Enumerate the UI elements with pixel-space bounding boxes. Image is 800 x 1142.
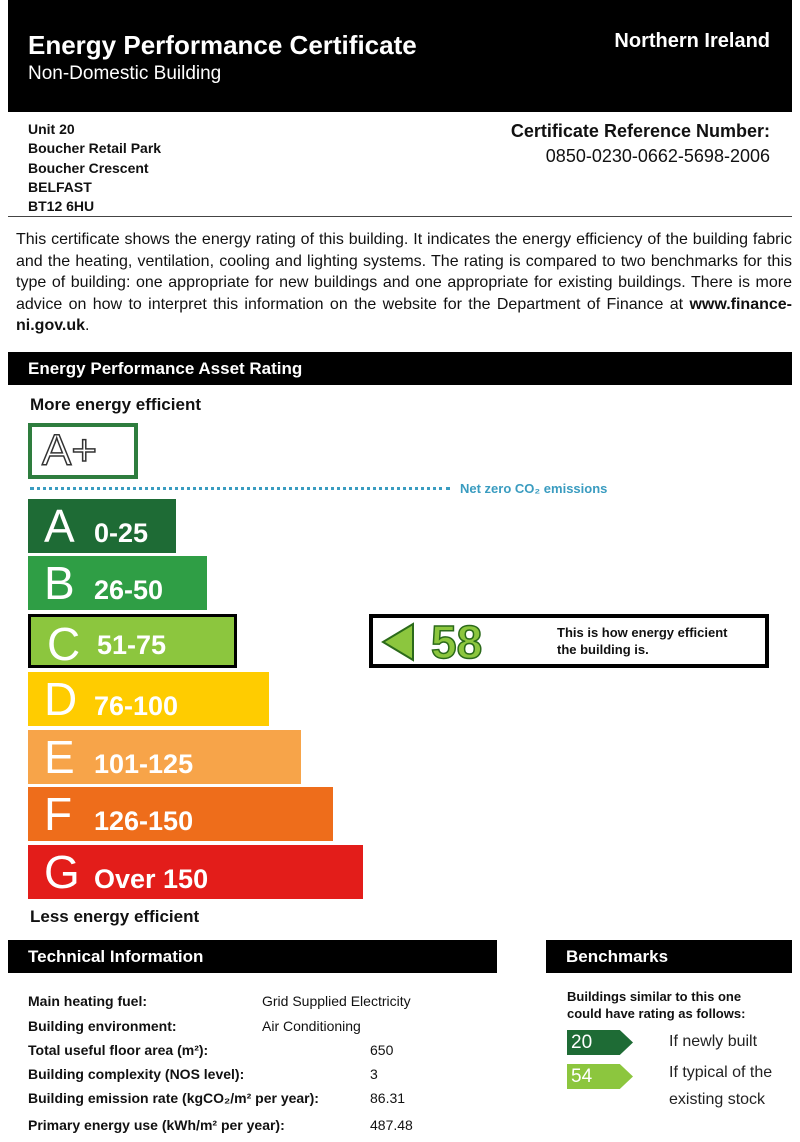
aplus-label: A+ <box>41 426 98 476</box>
band-range: 101-125 <box>94 749 194 779</box>
benchmark-new-label: If newly built <box>669 1033 758 1050</box>
benchmark-existing-label: If typical of the existing stock <box>669 1059 772 1113</box>
cert-ref-label: Certificate Reference Number: <box>510 121 770 141</box>
band-aplus: A+ <box>28 423 138 479</box>
less-efficient-label: Less energy efficient <box>30 907 200 926</box>
tech-value: Air Conditioning <box>262 1018 361 1034</box>
current-rating-indicator: 58 This is how energy efficient the build… <box>369 614 769 669</box>
rating-caption: This is how energy efficient the building… <box>557 624 727 658</box>
rating-section-header: Energy Performance Asset Rating <box>8 352 792 385</box>
band-letter: G <box>44 846 80 898</box>
address-line: Unit 20 <box>28 121 75 137</box>
band-range: 126-150 <box>94 806 194 836</box>
band-range: 76-100 <box>94 691 179 721</box>
net-zero-line <box>30 487 450 490</box>
more-efficient-label: More energy efficient <box>30 395 201 414</box>
band-e: E 101-125 <box>28 730 301 784</box>
address-block: Unit 20 Boucher Retail Park Boucher Cres… <box>28 120 161 216</box>
tech-label: Primary energy use (kWh/m² per year): <box>28 1117 285 1133</box>
band-g: G Over 150 <box>28 845 363 899</box>
band-letter: D <box>44 673 78 725</box>
band-range: 26-50 <box>94 575 164 605</box>
benchmark-new-arrow: 20 <box>567 1030 633 1055</box>
band-letter: A <box>44 500 75 552</box>
divider <box>8 216 792 217</box>
address-line: BT12 6HU <box>28 198 95 215</box>
address-line: Boucher Crescent <box>28 159 149 176</box>
label-line: existing stock <box>669 1091 766 1108</box>
benchmarks-header: Benchmarks <box>546 940 792 973</box>
region-label: Northern Ireland <box>614 30 770 52</box>
band-range: Over 150 <box>94 864 209 894</box>
website-link[interactable]: www.finance-ni.gov.uk <box>16 295 792 335</box>
tech-label: Building emission rate (kgCO₂/m² per yea… <box>28 1090 319 1106</box>
tech-label: Main heating fuel: <box>28 993 147 1009</box>
intro-text: This certificate shows the energy rating… <box>16 231 792 313</box>
address-line: BELFAST <box>28 178 92 195</box>
page-title: Energy Performance Certificate <box>28 30 417 60</box>
band-b: B 26-50 <box>28 556 207 610</box>
tech-value: 86.31 <box>370 1090 406 1106</box>
band-c: C 51-75 <box>28 614 237 670</box>
tech-label: Total useful floor area (m²): <box>28 1042 209 1058</box>
tech-label: Building environment: <box>28 1018 177 1034</box>
rating-value: 58 <box>430 615 483 669</box>
cert-ref-number: 0850-0230-0662-5698-2006 <box>545 146 770 166</box>
caption-line: the building is. <box>557 642 649 657</box>
band-range: 0-25 <box>94 518 149 548</box>
band-letter: C <box>47 618 81 670</box>
technical-header: Technical Information <box>8 940 497 973</box>
intro-line: could have rating as follows: <box>567 1006 746 1021</box>
tech-value: Grid Supplied Electricity <box>262 993 411 1009</box>
intro-end: . <box>85 317 90 335</box>
intro-paragraph: This certificate shows the energy rating… <box>16 229 792 337</box>
net-zero-label: Net zero CO₂ emissions <box>460 481 608 496</box>
page-subtitle: Non-Domestic Building <box>28 63 222 84</box>
band-letter: F <box>44 788 73 840</box>
band-d: D 76-100 <box>28 672 269 726</box>
header-bar: Energy Performance Certificate Non-Domes… <box>8 0 792 112</box>
band-range: 51-75 <box>97 630 167 660</box>
label-line: If typical of the <box>669 1064 773 1081</box>
caption-line: This is how energy efficient <box>557 625 728 640</box>
tech-value: 650 <box>370 1042 394 1058</box>
band-letter: B <box>44 557 75 609</box>
tech-value: 3 <box>370 1066 378 1082</box>
tech-label: Building complexity (NOS level): <box>28 1066 245 1082</box>
rating-arrow-icon <box>381 622 414 662</box>
address-line: Boucher Retail Park <box>28 140 162 157</box>
band-a: A 0-25 <box>28 499 176 553</box>
tech-value: 487.48 <box>370 1117 413 1133</box>
band-letter: E <box>44 731 75 783</box>
benchmarks-intro: Buildings similar to this one could have … <box>567 988 745 1022</box>
intro-line: Buildings similar to this one <box>567 989 742 1004</box>
benchmark-existing-arrow: 54 <box>567 1064 633 1089</box>
band-f: F 126-150 <box>28 787 333 841</box>
